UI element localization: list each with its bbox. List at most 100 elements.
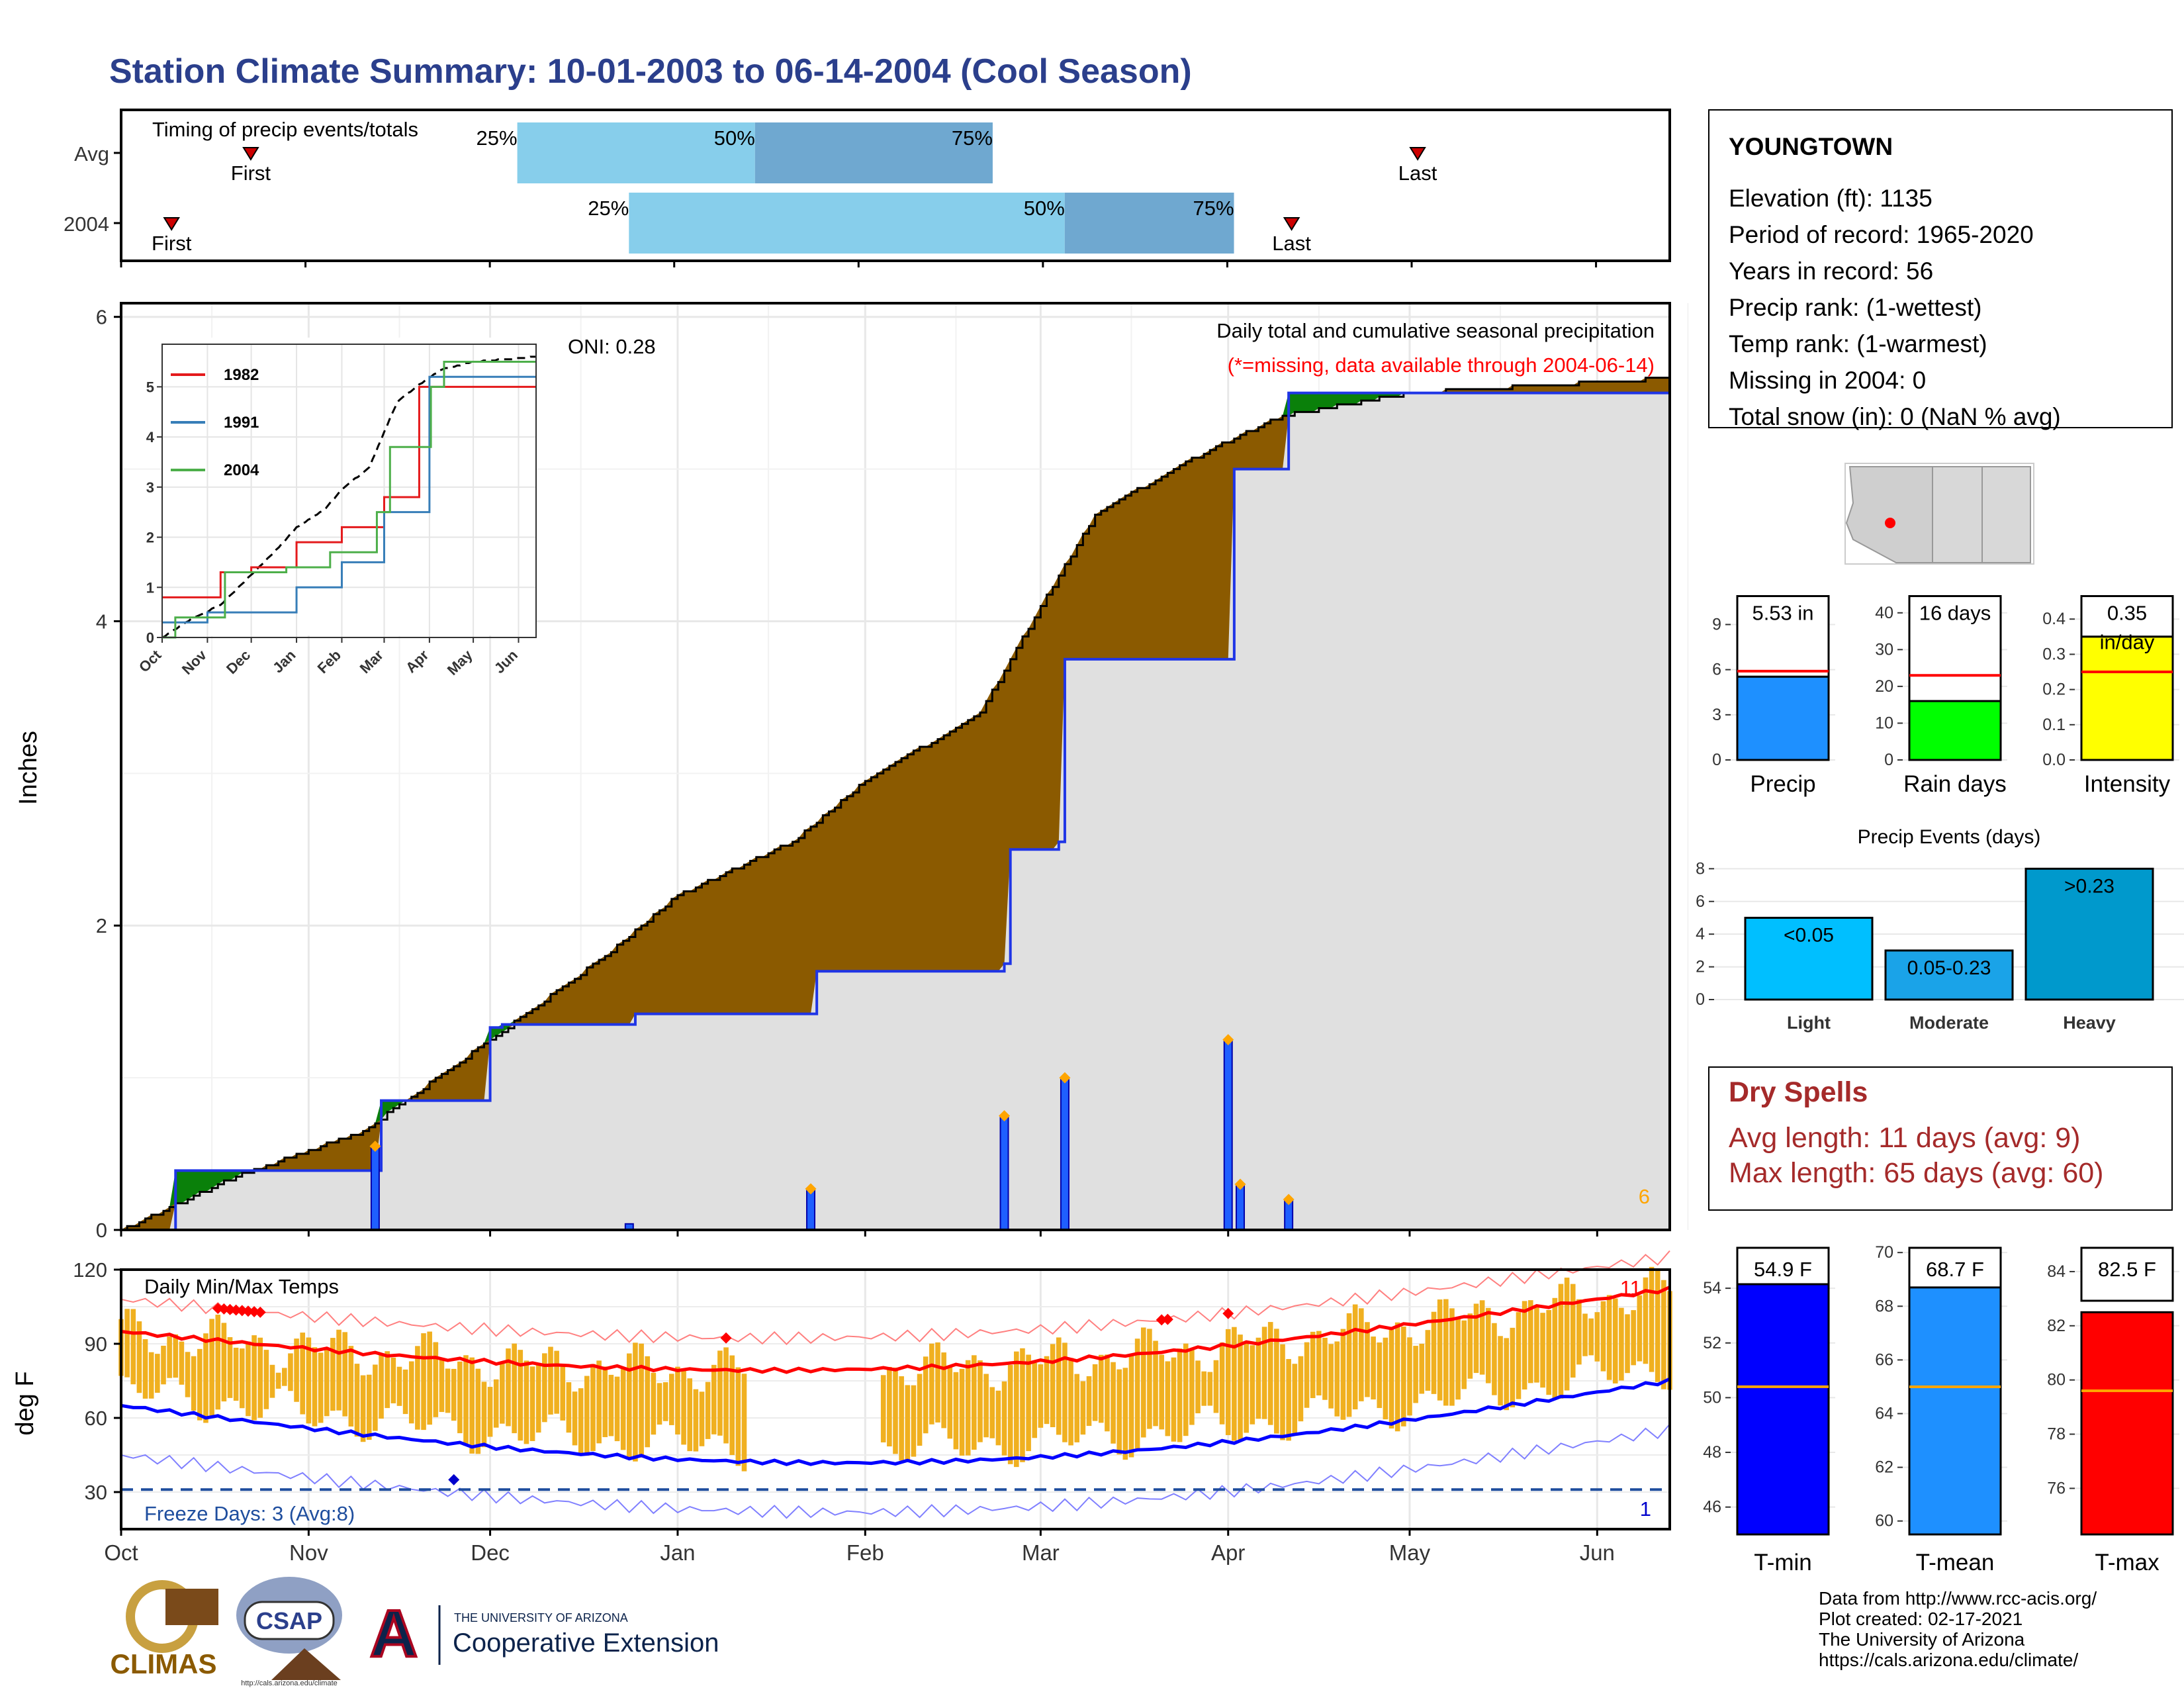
- temp-bar: [1365, 1322, 1370, 1397]
- temp-bar: [1401, 1326, 1406, 1427]
- event-bar-value-2: >0.23: [2064, 875, 2115, 897]
- event-bar-0: [1744, 916, 1874, 1001]
- temp-ytick-label-3: 120: [73, 1258, 107, 1282]
- temp-bar: [1177, 1348, 1183, 1442]
- temp-bar: [662, 1382, 668, 1421]
- month-label-8: Jun: [1580, 1540, 1615, 1565]
- temp-bar: [633, 1342, 638, 1462]
- temp-bar: [911, 1385, 917, 1457]
- temp-bar: [1649, 1266, 1655, 1372]
- temp-bar: [300, 1333, 306, 1415]
- temp-bar: [1492, 1323, 1497, 1395]
- location-map: [1844, 463, 2034, 565]
- temp-bar: [1352, 1304, 1358, 1410]
- temp-bar: [161, 1345, 166, 1385]
- temp-bar: [548, 1346, 553, 1415]
- temp-bar: [1407, 1337, 1412, 1416]
- temp-bar: [385, 1351, 390, 1409]
- temp-bar: [1631, 1310, 1636, 1366]
- temp-ytick-label-1: 60: [85, 1407, 107, 1430]
- precip-ytick-label-3: 6: [96, 306, 107, 329]
- temp-bar: [596, 1360, 602, 1444]
- temp-bar: [1250, 1345, 1255, 1425]
- summary-tick-label-0-1: 3: [1712, 706, 1721, 724]
- temp-bar: [572, 1391, 578, 1446]
- temp-bar: [560, 1365, 566, 1421]
- temp-bar: [893, 1367, 898, 1454]
- observed-cumulative-area: [121, 393, 1670, 1230]
- events-tick-label-3: 6: [1696, 892, 1705, 911]
- credits: Data from http://www.rcc-acis.org/Plot c…: [1819, 1588, 2097, 1670]
- temp-bar: [535, 1362, 541, 1433]
- temp-bar: [1455, 1318, 1461, 1400]
- temp-y-axis: 30 60 90 120: [73, 1258, 121, 1504]
- record-low-count: 1: [1640, 1497, 1651, 1521]
- temp-bar: [330, 1338, 336, 1411]
- temp-bar: [1576, 1299, 1582, 1365]
- daily-bar-marker-2: [805, 1183, 817, 1195]
- station-line-4: Temp rank: (1-warmest): [1729, 330, 1987, 357]
- inset-ytick-label-3: 3: [146, 479, 154, 496]
- ua-small-text: THE UNIVERSITY OF ARIZONA: [454, 1611, 628, 1624]
- timing-rows: Avg 25% 50% 75% First Last 2004 25% 50% 75% First L…: [64, 122, 1437, 255]
- temp-bar: [294, 1338, 299, 1402]
- station-line-3: Precip rank: (1-wettest): [1729, 294, 1981, 321]
- temp-bar: [542, 1353, 547, 1423]
- temp-bar: [1274, 1329, 1279, 1434]
- temp-bar: [1552, 1297, 1558, 1400]
- temp-bar: [1165, 1361, 1171, 1436]
- temp-summary-label-2: T-max: [2095, 1550, 2160, 1575]
- month-label-1: Nov: [289, 1540, 328, 1565]
- temp-bar: [1098, 1354, 1104, 1423]
- temp-bar: [1504, 1338, 1510, 1411]
- temp-bar: [1140, 1327, 1146, 1438]
- credit-line-0: Data from http://www.rcc-acis.org/: [1819, 1588, 2097, 1609]
- temp-bar: [1111, 1362, 1116, 1444]
- temp-bar: [1298, 1356, 1304, 1422]
- temp-bar: [1322, 1337, 1328, 1400]
- temp-bar: [506, 1348, 511, 1427]
- temp-bar: [1001, 1381, 1007, 1456]
- temp-bar: [130, 1309, 136, 1385]
- temp-summary-tick-label-1-5: 70: [1875, 1243, 1893, 1262]
- avg-max-line: [120, 1286, 1671, 1374]
- temp-bar: [1516, 1312, 1522, 1399]
- event-bar-2: [2025, 867, 2154, 1001]
- temp-bar: [167, 1336, 172, 1378]
- temp-bar: [965, 1360, 971, 1456]
- temp-bar: [1128, 1355, 1134, 1458]
- temp-bar: [415, 1346, 420, 1430]
- temp-bar: [306, 1337, 312, 1424]
- temp-bar: [1244, 1343, 1249, 1433]
- temp-bar: [1534, 1307, 1539, 1383]
- precip-panel-frame: [120, 302, 1671, 1231]
- temp-bar: [741, 1374, 747, 1472]
- month-label-3: Jan: [660, 1540, 695, 1565]
- daily-bar-4: [1060, 1077, 1069, 1231]
- temp-summary-tick-label-0-4: 54: [1703, 1279, 1721, 1297]
- temp-bar: [1485, 1307, 1491, 1383]
- timing-row-label-1: 2004: [64, 212, 109, 236]
- temp-bar: [1643, 1277, 1649, 1364]
- temp-bar: [1510, 1327, 1516, 1408]
- temp-bar: [523, 1360, 529, 1444]
- precip-panel: 0 2 4 6 Inches Daily total and cumulative s…: [15, 302, 1689, 1242]
- temp-bar: [518, 1350, 523, 1441]
- timing-first-marker-0: [242, 147, 259, 161]
- daily-precip-bars: [369, 1034, 1295, 1231]
- timing-label: Timing of precip events/totals: [152, 118, 418, 141]
- missing-data-note: (*=missing, data available through 2004-…: [1228, 353, 1655, 377]
- temp-summary-tick-label-2-1: 78: [2047, 1425, 2066, 1444]
- temp-y-label: deg F: [11, 1371, 39, 1435]
- timing-p75-0: 75%: [952, 126, 993, 150]
- station-location-marker: [1885, 518, 1895, 528]
- temp-bar: [627, 1353, 632, 1458]
- temp-bar: [439, 1358, 445, 1413]
- temp-bar: [1625, 1314, 1630, 1374]
- timing-iqr-low-0: [517, 122, 755, 183]
- daily-bar-marker-7: [1283, 1194, 1295, 1205]
- timing-panel: Timing of precip events/totals Avg 25% 50%…: [64, 109, 1671, 267]
- temp-summary-tick-label-0-1: 48: [1703, 1443, 1721, 1462]
- temp-bar: [1068, 1358, 1073, 1446]
